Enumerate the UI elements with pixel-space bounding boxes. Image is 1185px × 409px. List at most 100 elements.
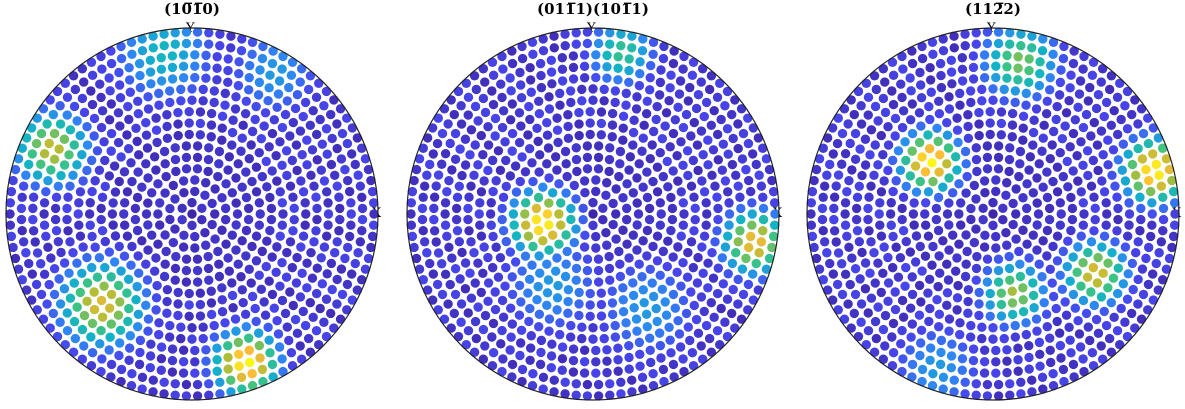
pole-point bbox=[1008, 198, 1018, 209]
pole-point bbox=[935, 359, 946, 370]
pole-point bbox=[126, 158, 136, 168]
pole-point bbox=[132, 192, 143, 203]
pole-point bbox=[64, 150, 74, 160]
pole-point bbox=[170, 143, 180, 153]
pole-point bbox=[853, 86, 864, 97]
pole-point bbox=[52, 331, 63, 342]
pole-point bbox=[1096, 292, 1107, 302]
pole-point bbox=[137, 182, 147, 192]
pole-point bbox=[991, 50, 1001, 60]
pole-point bbox=[554, 179, 564, 189]
pole-point bbox=[854, 236, 865, 247]
pole-point bbox=[1002, 367, 1012, 378]
pole-point bbox=[224, 266, 235, 276]
pole-point bbox=[201, 50, 211, 61]
pole-point bbox=[957, 76, 968, 86]
pole-point bbox=[159, 271, 170, 282]
pole-point bbox=[1073, 242, 1083, 252]
pole-point bbox=[85, 220, 95, 230]
pole-point bbox=[212, 63, 222, 73]
pole-point bbox=[624, 65, 634, 76]
pole-point bbox=[51, 225, 62, 236]
pole-point bbox=[1151, 159, 1161, 170]
pole-point bbox=[960, 389, 970, 399]
pole-point bbox=[134, 150, 144, 160]
pole-point bbox=[688, 155, 699, 166]
pole-point bbox=[28, 226, 39, 236]
pole-point bbox=[1073, 316, 1083, 326]
pole-point bbox=[525, 62, 535, 73]
pole-point bbox=[654, 90, 665, 100]
pole-point bbox=[231, 220, 241, 230]
pole-point bbox=[552, 293, 563, 303]
pole-point bbox=[59, 160, 70, 170]
pole-point bbox=[888, 318, 899, 329]
pole-point bbox=[187, 220, 197, 231]
pole-point bbox=[32, 305, 42, 315]
pole-point bbox=[577, 333, 587, 344]
pole-point bbox=[514, 108, 525, 118]
pole-point bbox=[85, 198, 95, 208]
pole-point bbox=[53, 181, 64, 192]
pole-point bbox=[693, 89, 704, 100]
pole-point bbox=[77, 268, 87, 278]
pole-point bbox=[676, 137, 686, 147]
pole-point bbox=[1064, 96, 1074, 106]
pole-point bbox=[979, 50, 990, 60]
pole-point bbox=[264, 276, 274, 286]
pole-point bbox=[1167, 175, 1177, 186]
pole-point bbox=[915, 350, 925, 361]
pole-point bbox=[607, 132, 617, 142]
pole-point bbox=[1004, 166, 1014, 177]
pole-point bbox=[542, 300, 552, 311]
pole-point bbox=[167, 355, 178, 366]
pole-point bbox=[486, 198, 496, 208]
pole-point bbox=[319, 242, 330, 252]
pole-point bbox=[55, 317, 65, 327]
pole-point bbox=[497, 214, 507, 225]
pole-point bbox=[113, 280, 124, 291]
pole-point bbox=[429, 203, 439, 214]
pole-point bbox=[1041, 309, 1052, 320]
pole-point bbox=[1143, 305, 1153, 315]
pole-point bbox=[277, 354, 287, 364]
pole-point bbox=[920, 251, 931, 261]
pole-point bbox=[62, 92, 73, 103]
pole-point bbox=[237, 285, 247, 295]
pole-point bbox=[944, 198, 954, 208]
pole-point bbox=[282, 322, 292, 332]
pole-point bbox=[709, 105, 719, 116]
pole-point bbox=[933, 192, 944, 203]
pole-point bbox=[897, 295, 908, 306]
pole-point bbox=[954, 179, 964, 189]
pole-point bbox=[515, 241, 525, 252]
pole-point bbox=[281, 272, 292, 282]
pole-point bbox=[915, 241, 925, 252]
pole-point bbox=[195, 299, 206, 310]
pole-point bbox=[560, 271, 571, 282]
pole-point bbox=[736, 214, 746, 225]
pole-point bbox=[638, 384, 648, 394]
pole-point bbox=[642, 96, 652, 106]
pole-point bbox=[681, 308, 692, 319]
pole-point bbox=[713, 155, 723, 165]
pole-point bbox=[28, 203, 38, 214]
pole-point bbox=[243, 203, 254, 214]
pole-point bbox=[1047, 278, 1057, 288]
pole-point bbox=[508, 209, 519, 219]
pole-point bbox=[645, 60, 656, 71]
pole-point bbox=[149, 266, 160, 276]
pole-point bbox=[1126, 308, 1137, 319]
pole-point bbox=[527, 260, 537, 270]
pole-point bbox=[203, 251, 213, 262]
pole-point bbox=[254, 147, 264, 158]
pole-point bbox=[591, 72, 601, 83]
pole-point bbox=[764, 253, 775, 264]
pole-point bbox=[706, 298, 716, 308]
pole-point bbox=[469, 347, 480, 357]
pole-point bbox=[852, 225, 863, 236]
pole-point bbox=[599, 84, 609, 95]
pole-point bbox=[271, 267, 281, 278]
pole-point bbox=[698, 268, 708, 278]
pole-point bbox=[1106, 71, 1117, 81]
